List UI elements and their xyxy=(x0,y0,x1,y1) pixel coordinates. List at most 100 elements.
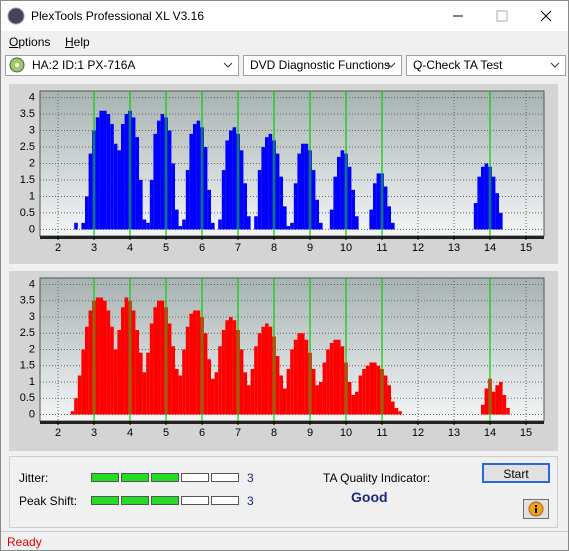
x-tick-label: 3 xyxy=(91,242,97,254)
bar xyxy=(337,156,341,230)
bar xyxy=(146,352,150,415)
bar xyxy=(340,150,345,230)
bar xyxy=(153,307,157,415)
bar xyxy=(340,346,345,415)
bar xyxy=(124,114,129,230)
bar xyxy=(247,385,251,415)
x-tick-label: 2 xyxy=(55,427,61,439)
x-tick-label: 4 xyxy=(127,242,133,254)
start-button[interactable]: Start xyxy=(482,463,550,483)
bar xyxy=(157,300,161,415)
bar xyxy=(257,333,262,415)
level-box xyxy=(181,473,209,482)
disc-icon xyxy=(9,57,25,73)
bar xyxy=(290,349,294,415)
level-box xyxy=(151,473,179,482)
bar xyxy=(160,114,165,230)
bar xyxy=(254,216,258,230)
bar xyxy=(387,206,391,230)
bar xyxy=(193,310,197,415)
menu-help[interactable]: Help xyxy=(65,35,90,49)
info-icon xyxy=(528,501,544,517)
y-tick-label: 3.5 xyxy=(20,108,35,120)
bar xyxy=(88,153,93,230)
x-tick-label: 11 xyxy=(376,427,387,439)
x-tick-label: 10 xyxy=(340,427,352,439)
dropdown-arrow xyxy=(223,62,233,68)
x-tick-label: 7 xyxy=(235,427,241,439)
bar xyxy=(268,133,273,230)
drive-select[interactable]: HA:2 ID:1 PX-716A xyxy=(5,55,239,76)
x-tick-label: 2 xyxy=(55,242,61,254)
bar xyxy=(358,375,363,415)
bar xyxy=(110,326,114,415)
bar xyxy=(326,349,330,415)
bar xyxy=(142,219,147,230)
bar xyxy=(88,310,93,415)
bar xyxy=(373,183,377,230)
bar xyxy=(477,176,481,230)
bar xyxy=(369,209,373,230)
bar xyxy=(315,385,319,415)
bar xyxy=(243,183,247,230)
bar xyxy=(268,326,273,415)
bar xyxy=(387,385,391,415)
x-tick-label: 10 xyxy=(340,242,352,254)
y-tick-label: 4 xyxy=(29,91,35,103)
bar xyxy=(391,401,395,415)
info-button[interactable] xyxy=(523,499,549,519)
bar xyxy=(337,339,341,415)
bar xyxy=(394,408,399,415)
bar xyxy=(239,150,244,230)
function-select[interactable]: DVD Diagnostic Functions xyxy=(243,55,402,76)
bar xyxy=(347,166,352,230)
bar xyxy=(229,130,233,230)
level-box xyxy=(181,496,209,505)
bar xyxy=(189,133,193,230)
x-tick-label: 8 xyxy=(271,242,277,254)
bar xyxy=(196,310,201,415)
bar xyxy=(117,150,121,230)
bar xyxy=(225,320,229,415)
bar xyxy=(398,411,402,415)
bar xyxy=(117,330,121,415)
bar xyxy=(351,395,355,415)
bar xyxy=(175,369,179,415)
bar xyxy=(95,297,100,415)
bar xyxy=(193,123,197,230)
bar xyxy=(99,297,103,415)
result-panel xyxy=(9,456,558,528)
bar xyxy=(362,369,366,415)
bar xyxy=(160,300,165,415)
y-tick-label: 1.5 xyxy=(20,174,35,186)
bar xyxy=(491,176,496,230)
test-select[interactable]: Q-Check TA Test xyxy=(406,55,566,76)
window-controls[interactable] xyxy=(421,1,568,31)
bar xyxy=(495,193,499,230)
bar xyxy=(106,310,111,415)
x-tick-label: 14 xyxy=(484,427,496,439)
bar xyxy=(383,375,388,415)
level-value: 3 xyxy=(247,494,254,508)
bar xyxy=(232,320,237,415)
bar xyxy=(131,117,136,230)
bar xyxy=(506,408,510,415)
y-tick-label: 2 xyxy=(29,343,35,355)
drive-text: HA:2 ID:1 PX-716A xyxy=(32,58,136,72)
bar xyxy=(495,385,499,415)
x-tick-label: 13 xyxy=(448,242,460,254)
bar xyxy=(347,382,352,415)
dropdown-arrow xyxy=(550,62,560,68)
x-tick-label: 9 xyxy=(307,242,313,254)
bar xyxy=(355,391,359,415)
bar xyxy=(283,206,287,230)
y-tick-label: 0 xyxy=(29,408,35,420)
bar xyxy=(77,375,82,415)
bar xyxy=(185,170,190,230)
menu-options[interactable]: Options xyxy=(9,35,51,49)
chart-top: 0 0.5 1 1.5 2 2.5 3 3.5 4 2 3 4 5 6 7 8 9 10 11 12 13 14 15 xyxy=(9,84,558,264)
bar xyxy=(250,369,255,415)
bar xyxy=(322,362,327,415)
dropdown-arrow xyxy=(386,62,396,68)
